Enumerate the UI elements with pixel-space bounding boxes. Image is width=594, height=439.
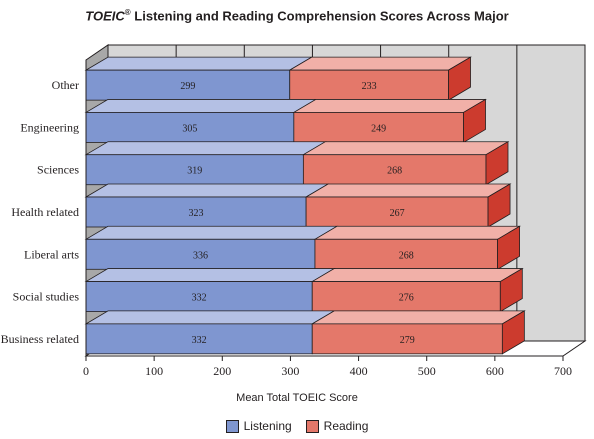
bar-side-face	[499, 267, 523, 313]
legend-swatch-reading	[305, 419, 319, 433]
category-label: Sciences	[37, 163, 79, 177]
x-tick-label: 100	[145, 364, 163, 378]
bar-top-face	[292, 99, 487, 113]
legend-swatch-listening	[225, 419, 239, 433]
chart-title-registered-mark: ®	[124, 8, 131, 17]
category-label: Business related	[1, 332, 79, 346]
bar-top-face	[288, 56, 472, 71]
x-tick-label: 0	[83, 364, 89, 378]
data-label: 299	[180, 81, 195, 92]
x-tick-label: 600	[486, 364, 504, 378]
chart-title-brand: TOEIC	[85, 8, 125, 24]
x-axis-label: Mean Total TOEIC Score	[236, 392, 358, 404]
data-label: 268	[399, 250, 414, 261]
bar-top-face	[304, 183, 512, 198]
category-label: Health related	[11, 205, 79, 219]
bar-side-face	[487, 183, 511, 228]
bar-listening	[85, 196, 307, 228]
bar-top-face	[301, 141, 510, 156]
bar-top-face	[84, 183, 330, 198]
x-tick-label: 500	[418, 364, 436, 378]
bar-listening	[85, 281, 313, 312]
data-label: 268	[387, 166, 402, 177]
category-label: Liberal arts	[24, 247, 79, 261]
bar-top-face	[313, 225, 522, 240]
category-label: Other	[52, 78, 79, 92]
bar-top-face	[310, 310, 526, 325]
bar-listening	[85, 112, 295, 143]
bar-top-face	[310, 268, 524, 282]
data-label: 323	[189, 208, 204, 219]
data-label: 332	[192, 293, 207, 304]
category-label: Engineering	[20, 120, 79, 134]
data-label: 336	[193, 250, 208, 261]
x-tick-label: 300	[281, 364, 299, 378]
chart-title-text: Listening and Reading Comprehension Scor…	[130, 8, 509, 24]
legend: Listening Reading	[0, 419, 594, 433]
bar-top-face	[84, 268, 336, 282]
x-tick-label: 700	[554, 364, 572, 378]
data-label: 249	[371, 123, 386, 134]
legend-item-listening: Listening	[225, 419, 292, 433]
data-label: 279	[400, 335, 415, 346]
legend-item-reading: Reading	[305, 419, 369, 433]
bar-top-face	[84, 225, 339, 240]
bar-reading	[314, 238, 498, 270]
bar-top-face	[84, 99, 318, 113]
bar-reading	[305, 196, 489, 228]
bar-listening	[85, 323, 313, 355]
bar-top-face	[84, 56, 314, 71]
legend-label-reading: Reading	[323, 419, 369, 433]
data-label: 233	[362, 81, 377, 92]
bar-side-face	[501, 310, 525, 355]
bar-side-face	[463, 98, 486, 144]
category-label: Social studies	[13, 290, 80, 304]
chart-title: TOEIC® Listening and Reading Comprehensi…	[0, 8, 594, 23]
x-tick-label: 200	[213, 364, 231, 378]
bar-side-face	[485, 141, 509, 186]
data-label: 305	[182, 123, 197, 134]
legend-label-listening: Listening	[243, 419, 292, 433]
bar-side-face	[448, 56, 471, 101]
data-label: 276	[399, 293, 414, 304]
data-label: 319	[187, 166, 202, 177]
data-label: 332	[192, 335, 207, 346]
bar-reading	[289, 69, 449, 101]
bar-top-face	[84, 310, 336, 325]
bar-reading	[302, 154, 487, 186]
bar-top-face	[84, 141, 327, 156]
data-label: 267	[390, 208, 405, 219]
bar-side-face	[497, 225, 520, 270]
x-tick-label: 400	[350, 364, 368, 378]
